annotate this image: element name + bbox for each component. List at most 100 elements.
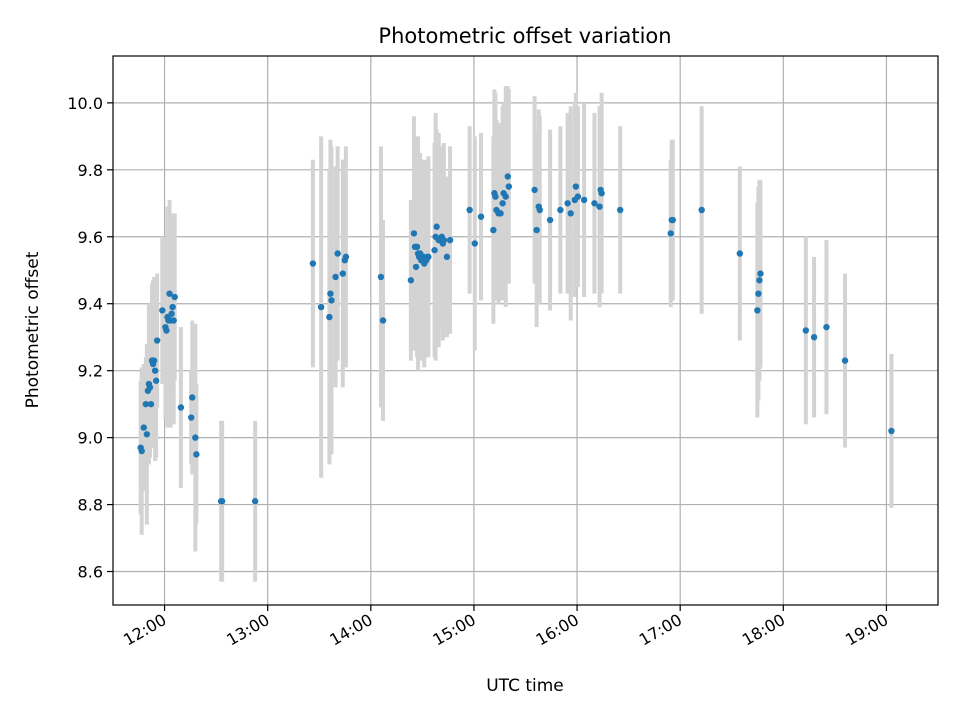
y-tick-label: 9.4 xyxy=(78,295,103,314)
data-point xyxy=(531,186,538,194)
data-point xyxy=(309,260,317,267)
data-point xyxy=(138,447,145,455)
data-points xyxy=(137,173,895,505)
data-point xyxy=(410,230,418,237)
data-point xyxy=(546,216,554,224)
y-tick-label: 8.8 xyxy=(78,496,103,515)
data-point xyxy=(412,263,420,271)
data-point xyxy=(598,190,605,197)
data-point xyxy=(533,226,540,234)
data-point xyxy=(755,290,762,297)
data-point xyxy=(466,206,473,214)
data-point xyxy=(841,357,849,364)
y-tick-label: 10.0 xyxy=(67,94,103,113)
data-point xyxy=(564,200,571,207)
data-point xyxy=(342,253,350,261)
data-point xyxy=(504,173,511,180)
data-point xyxy=(159,307,166,314)
data-point xyxy=(756,277,763,284)
data-point xyxy=(339,270,346,277)
error-bars xyxy=(138,86,894,582)
data-point xyxy=(166,290,173,297)
data-point xyxy=(471,240,478,247)
data-point xyxy=(168,310,175,317)
y-tick-label: 9.6 xyxy=(78,228,103,247)
data-point xyxy=(757,270,764,277)
y-tick-label: 9.2 xyxy=(78,362,103,381)
y-axis-ticks: 8.6 8.8 9.0 9.2 9.4 9.6 9.8 10.0 xyxy=(67,94,113,582)
x-axis-ticks: 12:00 13:00 14:00 15:00 16:00 17:00 18:00 19:00 xyxy=(120,605,891,650)
data-point xyxy=(443,253,451,261)
x-tick-label: 18:00 xyxy=(739,610,788,650)
data-point xyxy=(433,223,440,230)
data-point xyxy=(163,327,170,334)
data-point xyxy=(580,196,588,204)
chart-title: Photometric offset variation xyxy=(378,24,671,48)
data-point xyxy=(502,193,509,200)
data-point xyxy=(567,210,574,217)
data-point xyxy=(317,303,325,311)
data-point xyxy=(334,250,341,257)
data-point xyxy=(413,243,421,251)
data-point xyxy=(440,236,448,244)
data-point xyxy=(736,250,744,257)
x-tick-label: 15:00 xyxy=(430,610,479,650)
data-point xyxy=(377,273,385,281)
data-point xyxy=(823,323,830,331)
data-point xyxy=(192,434,199,441)
data-point xyxy=(189,394,196,401)
data-point xyxy=(153,337,161,344)
data-point xyxy=(177,404,185,411)
data-point xyxy=(477,213,485,220)
data-point xyxy=(574,193,582,200)
y-tick-label: 9.8 xyxy=(78,161,103,180)
data-point xyxy=(150,357,158,364)
data-point xyxy=(328,297,335,304)
data-point xyxy=(557,206,564,214)
data-point xyxy=(170,317,177,324)
data-point xyxy=(407,277,415,284)
data-point xyxy=(617,206,624,214)
data-point xyxy=(193,451,200,458)
x-tick-label: 13:00 xyxy=(223,610,272,650)
data-point xyxy=(698,206,705,214)
y-tick-label: 9.0 xyxy=(78,429,103,448)
data-point xyxy=(810,333,818,341)
data-point xyxy=(497,210,504,217)
data-point xyxy=(490,226,497,234)
x-axis-label: UTC time xyxy=(486,676,564,696)
data-point xyxy=(499,200,506,207)
x-tick-label: 14:00 xyxy=(326,610,375,650)
data-point xyxy=(379,317,387,324)
data-point xyxy=(218,498,226,505)
data-point xyxy=(171,293,178,301)
data-point xyxy=(431,246,438,254)
data-point xyxy=(888,427,895,435)
data-point xyxy=(146,384,154,391)
data-point xyxy=(492,193,499,200)
data-point xyxy=(251,498,259,505)
data-point xyxy=(596,203,603,210)
data-point xyxy=(142,400,150,408)
y-axis-label: Photometric offset xyxy=(23,251,43,408)
data-point xyxy=(572,183,580,190)
data-point xyxy=(802,327,810,334)
data-point xyxy=(754,307,761,314)
x-tick-label: 17:00 xyxy=(636,610,685,650)
data-point xyxy=(446,236,454,244)
data-point xyxy=(332,273,339,281)
data-point xyxy=(169,303,176,311)
data-point xyxy=(151,367,159,374)
grid-lines xyxy=(113,56,938,605)
data-point xyxy=(667,230,674,237)
x-tick-label: 19:00 xyxy=(842,610,891,650)
data-point xyxy=(505,183,513,190)
data-point xyxy=(536,206,543,214)
x-tick-label: 12:00 xyxy=(120,610,169,650)
data-point xyxy=(327,290,334,297)
data-point xyxy=(669,216,676,224)
data-point xyxy=(152,377,160,384)
data-point xyxy=(140,424,147,431)
y-tick-label: 8.6 xyxy=(78,563,103,582)
